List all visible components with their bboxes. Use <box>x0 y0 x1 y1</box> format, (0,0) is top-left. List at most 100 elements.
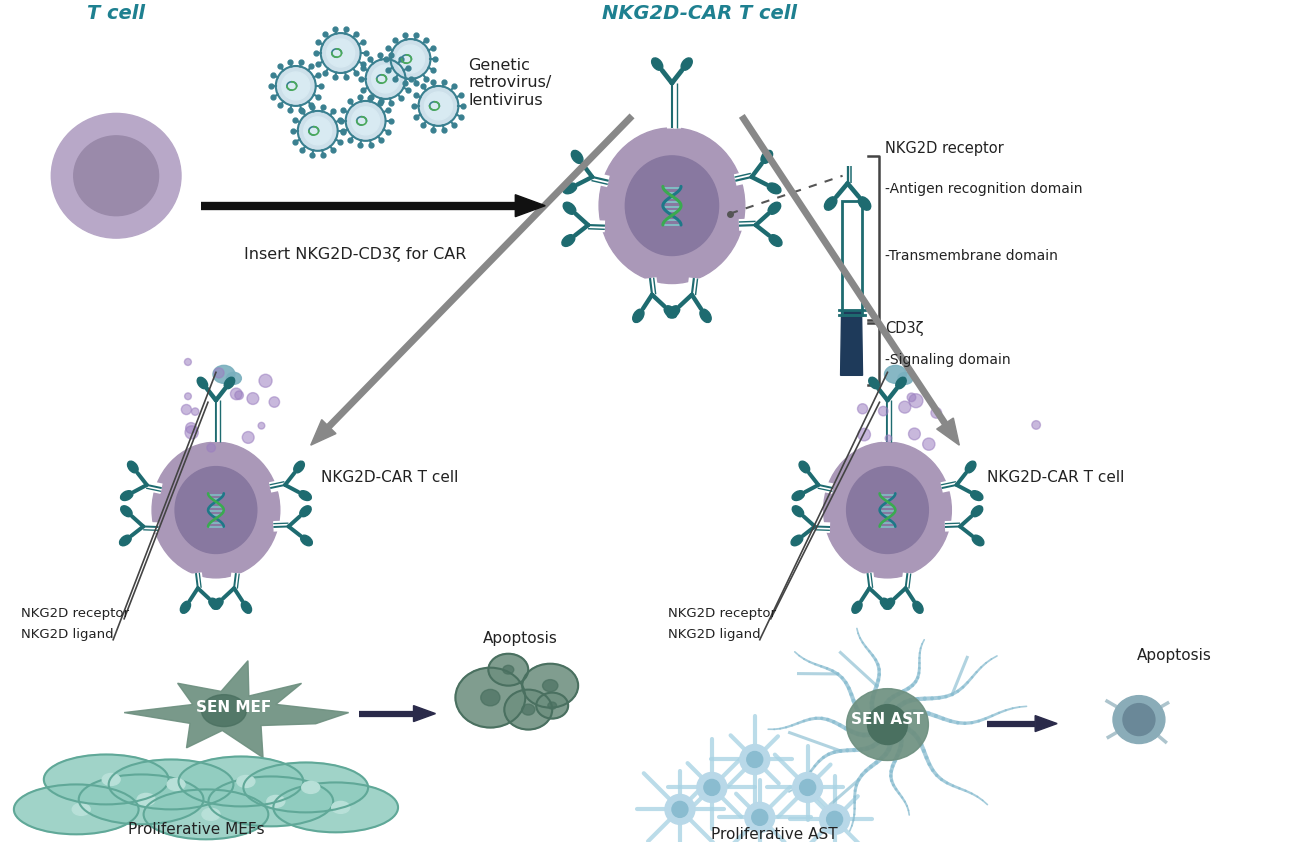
Circle shape <box>275 66 316 106</box>
Ellipse shape <box>824 443 951 578</box>
Ellipse shape <box>896 377 907 389</box>
Ellipse shape <box>869 377 879 389</box>
Circle shape <box>297 111 338 151</box>
Text: NKG2D receptor: NKG2D receptor <box>21 607 130 620</box>
Ellipse shape <box>74 136 158 216</box>
Circle shape <box>857 404 868 414</box>
Ellipse shape <box>273 782 397 832</box>
Circle shape <box>931 407 942 418</box>
Text: Insert NKG2D-CD3ζ for CAR: Insert NKG2D-CD3ζ for CAR <box>244 247 466 261</box>
Ellipse shape <box>1113 695 1165 744</box>
Ellipse shape <box>913 601 924 614</box>
Ellipse shape <box>572 150 583 164</box>
Text: NKG2D receptor: NKG2D receptor <box>886 142 1004 156</box>
Ellipse shape <box>181 601 191 614</box>
Circle shape <box>184 426 199 439</box>
Ellipse shape <box>144 789 269 840</box>
Ellipse shape <box>488 653 529 685</box>
Text: SEN MEF: SEN MEF <box>196 700 271 715</box>
Text: CD3ζ: CD3ζ <box>886 321 924 336</box>
Circle shape <box>792 772 822 803</box>
Ellipse shape <box>681 58 692 70</box>
Circle shape <box>243 432 255 443</box>
Ellipse shape <box>299 491 312 501</box>
Ellipse shape <box>625 156 718 255</box>
Ellipse shape <box>633 309 644 323</box>
Circle shape <box>391 39 430 79</box>
Circle shape <box>304 117 331 145</box>
Circle shape <box>269 397 279 407</box>
Text: -Transmembrane domain: -Transmembrane domain <box>886 249 1059 262</box>
Circle shape <box>922 438 935 450</box>
Circle shape <box>672 802 688 818</box>
Ellipse shape <box>300 535 312 545</box>
Text: -Signaling domain: -Signaling domain <box>886 353 1011 368</box>
Ellipse shape <box>14 785 139 835</box>
Ellipse shape <box>883 599 895 609</box>
Ellipse shape <box>652 58 662 70</box>
Circle shape <box>259 422 265 429</box>
Ellipse shape <box>972 535 983 545</box>
Circle shape <box>186 422 196 433</box>
Ellipse shape <box>201 808 220 820</box>
Ellipse shape <box>175 467 257 554</box>
Circle shape <box>235 391 243 400</box>
Circle shape <box>878 406 889 416</box>
Ellipse shape <box>791 535 803 545</box>
Ellipse shape <box>768 202 781 214</box>
Ellipse shape <box>226 373 242 384</box>
Ellipse shape <box>201 695 247 727</box>
Circle shape <box>1031 421 1040 429</box>
Circle shape <box>282 72 309 100</box>
Ellipse shape <box>242 601 252 614</box>
Ellipse shape <box>152 443 279 578</box>
Text: T cell: T cell <box>87 4 145 23</box>
Ellipse shape <box>109 760 234 809</box>
Ellipse shape <box>209 599 220 609</box>
Ellipse shape <box>859 196 870 210</box>
Ellipse shape <box>599 128 744 283</box>
Ellipse shape <box>668 306 679 318</box>
Ellipse shape <box>243 762 368 813</box>
Ellipse shape <box>120 535 131 545</box>
Circle shape <box>908 428 920 440</box>
Text: Apoptosis: Apoptosis <box>483 631 557 646</box>
Ellipse shape <box>266 796 284 808</box>
Ellipse shape <box>564 202 575 214</box>
Ellipse shape <box>543 679 557 692</box>
Ellipse shape <box>197 377 208 389</box>
Ellipse shape <box>127 461 138 473</box>
Ellipse shape <box>768 183 781 194</box>
Ellipse shape <box>213 365 235 384</box>
Ellipse shape <box>212 599 223 609</box>
Circle shape <box>752 809 768 825</box>
Polygon shape <box>310 420 336 445</box>
Ellipse shape <box>522 663 578 707</box>
Ellipse shape <box>664 306 677 318</box>
Circle shape <box>665 794 695 824</box>
Ellipse shape <box>456 668 525 728</box>
Ellipse shape <box>121 491 132 501</box>
Circle shape <box>696 772 727 803</box>
Ellipse shape <box>331 802 349 813</box>
Ellipse shape <box>208 776 333 826</box>
Circle shape <box>885 435 891 442</box>
Circle shape <box>907 393 916 401</box>
Circle shape <box>184 393 191 400</box>
Polygon shape <box>413 706 435 722</box>
Ellipse shape <box>51 114 181 238</box>
Ellipse shape <box>970 491 983 501</box>
Ellipse shape <box>301 781 320 793</box>
Circle shape <box>1122 704 1155 736</box>
Ellipse shape <box>965 461 976 473</box>
Text: Proliferative AST: Proliferative AST <box>712 827 838 842</box>
Text: NKG2D-CAR T cell: NKG2D-CAR T cell <box>321 470 459 485</box>
Polygon shape <box>1035 716 1057 732</box>
Ellipse shape <box>294 461 304 473</box>
Circle shape <box>396 45 425 73</box>
Circle shape <box>191 408 199 416</box>
Ellipse shape <box>792 506 804 517</box>
Text: Genetic
retrovirus/
lentivirus: Genetic retrovirus/ lentivirus <box>469 58 552 108</box>
Ellipse shape <box>769 234 782 246</box>
Text: NKG2D ligand: NKG2D ligand <box>21 628 114 641</box>
